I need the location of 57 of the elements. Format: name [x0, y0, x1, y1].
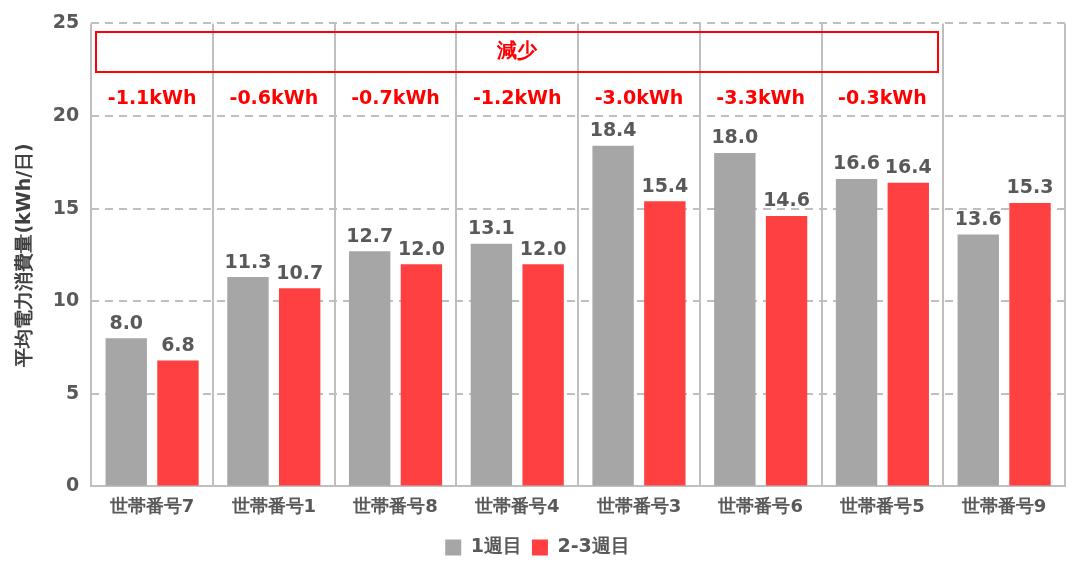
annotation: -0.6kWh [229, 86, 319, 109]
bar [157, 360, 199, 486]
bar [765, 216, 808, 486]
bar [592, 145, 634, 486]
data-label: 16.6 [833, 151, 880, 174]
data-label: 15.3 [1006, 175, 1054, 198]
data-label: 8.0 [109, 310, 144, 333]
annotation: -3.0kWh [594, 86, 684, 109]
data-label: 12.7 [346, 223, 394, 246]
data-label: 16.4 [884, 155, 932, 178]
x-tick-label: 世帯番号7 [108, 494, 195, 516]
x-tick-label: 世帯番号1 [230, 494, 317, 516]
x-tick-label: 世帯番号5 [839, 494, 925, 516]
y-tick-label: 5 [66, 380, 80, 403]
annotation: -0.7kWh [351, 86, 440, 109]
bar [1009, 203, 1051, 486]
x-tick-label: 世帯番号8 [352, 494, 438, 516]
annotation: 減少 [496, 38, 539, 63]
bar [470, 243, 513, 486]
data-label: 12.0 [519, 236, 567, 259]
bar [957, 234, 999, 486]
bar [714, 153, 756, 486]
data-label: 6.8 [161, 332, 195, 355]
y-tick-label: 10 [52, 288, 80, 311]
legend-label: 1週目 [470, 534, 522, 557]
bar [348, 251, 391, 486]
bar [887, 182, 929, 486]
bar [400, 264, 443, 486]
annotation: -1.1kWh [107, 86, 197, 109]
y-axis-title: 平均電力消費量(kWh/日) [12, 143, 35, 368]
data-label: 13.1 [467, 216, 515, 239]
data-label: 18.0 [711, 125, 759, 148]
data-label: 11.3 [224, 249, 272, 272]
bar [644, 201, 686, 486]
data-label: 10.7 [276, 260, 324, 283]
annotation: -1.2kWh [472, 86, 562, 109]
y-tick-label: 20 [52, 102, 80, 125]
y-tick-label: 15 [52, 195, 80, 218]
y-tick-label: 25 [52, 10, 80, 33]
data-label: 12.0 [397, 236, 445, 259]
x-tick-label: 世帯番号6 [717, 494, 803, 516]
bar [835, 178, 878, 486]
data-label: 18.4 [589, 118, 637, 141]
x-tick-label: 世帯番号3 [595, 494, 682, 516]
legend-label: 2-3週目 [557, 534, 630, 557]
annotation: -0.3kWh [838, 86, 927, 109]
bar [522, 264, 564, 486]
bar [105, 338, 147, 486]
bar [227, 277, 269, 486]
bar [278, 288, 321, 486]
x-tick-label: 世帯番号4 [473, 494, 560, 516]
y-tick-label: 0 [66, 473, 80, 496]
annotation: -3.3kWh [716, 86, 806, 109]
data-label: 13.6 [954, 206, 1002, 229]
data-label: 14.6 [763, 188, 811, 211]
data-label: 15.4 [641, 173, 689, 196]
x-tick-label: 世帯番号9 [960, 494, 1047, 516]
